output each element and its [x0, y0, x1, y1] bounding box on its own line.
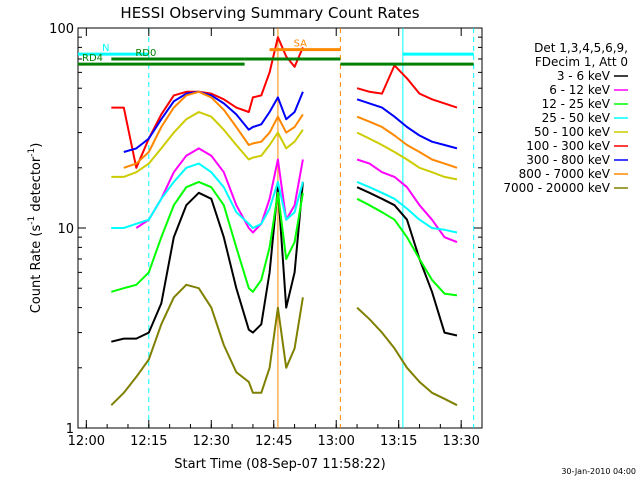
legend-label-8: 7000 - 20000 keV: [503, 181, 610, 195]
y-tick-label-2: 100: [49, 22, 74, 37]
chart-title: HESSI Observing Summary Count Rates: [120, 4, 419, 22]
y-tick-label-0: 1: [66, 422, 74, 437]
plot-layer: N RD0 RD4 SA: [78, 28, 475, 428]
x-tick-label-2: 12:30: [193, 434, 230, 449]
legend-label-3: 25 - 50 keV: [542, 111, 611, 125]
legend-header-2: FDecim 1, Att 0: [535, 55, 628, 69]
x-tick-label-4: 13:00: [317, 434, 354, 449]
mode-bar-label-3: SA: [294, 39, 308, 50]
legend-label-0: 3 - 6 keV: [557, 69, 611, 83]
series-line-8: [110, 283, 458, 407]
series-line-0: [111, 181, 458, 343]
axis-layer: 12:00 12:15 12:30 12:45 13:00 13:15 13:30 1 10 10…: [49, 22, 482, 449]
legend-label-4: 50 - 100 keV: [534, 125, 611, 139]
x-tick-label-6: 13:30: [442, 434, 479, 449]
series-line-6: [123, 90, 458, 153]
series-line-1: [135, 147, 458, 244]
x-tick-label-1: 12:15: [130, 434, 167, 449]
x-tick-label-0: 12:00: [68, 434, 105, 449]
series-line-7: [123, 90, 458, 169]
mode-bar-label-2: RD4: [82, 53, 103, 64]
footer-date: 30-Jan-2010 04:00: [561, 467, 636, 476]
legend-label-2: 12 - 25 keV: [542, 97, 611, 111]
y-tick-label-1: 10: [57, 222, 74, 237]
y-axis-label-mid: detector: [29, 156, 44, 216]
y-axis-label-sup2: -1: [27, 148, 37, 157]
y-axis-label-sup1: -1: [27, 216, 37, 225]
x-tick-label-5: 13:15: [380, 434, 417, 449]
y-axis-label-main: Count Rate (s: [29, 225, 44, 314]
legend-label-7: 800 - 7000 keV: [519, 167, 611, 181]
y-axis-label-end: ): [29, 143, 44, 148]
legend-header-1: Det 1,3,4,5,6,9,: [534, 41, 628, 55]
legend: Det 1,3,4,5,6,9, FDecim 1, Att 0 3 - 6 k…: [503, 41, 628, 195]
legend-label-1: 6 - 12 keV: [549, 83, 611, 97]
mode-bar-label-0: N: [102, 43, 109, 54]
x-tick-label-3: 12:45: [255, 434, 292, 449]
legend-label-5: 100 - 300 keV: [526, 139, 610, 153]
series-line-2: [111, 180, 458, 297]
series-line-3: [111, 162, 458, 234]
x-axis-label: Start Time (08-Sep-07 11:58:22): [174, 457, 385, 472]
y-axis-label: Count Rate (s-1 detector-1): [27, 143, 44, 314]
legend-label-6: 300 - 800 keV: [526, 153, 610, 167]
mode-bar-label-1: RD0: [135, 48, 156, 59]
series-line-4: [111, 111, 458, 181]
